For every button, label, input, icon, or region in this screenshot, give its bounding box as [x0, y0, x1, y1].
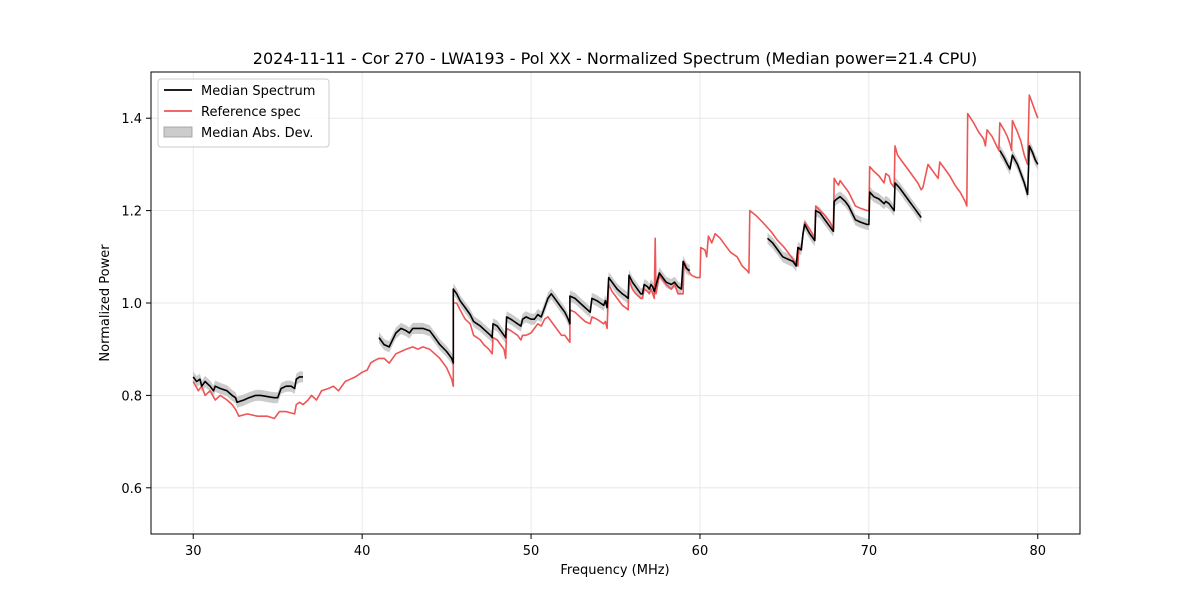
- median-spectrum-line: [766, 182, 922, 267]
- mad-band: [767, 177, 922, 272]
- y-tick-label: 1.0: [121, 297, 142, 312]
- median-spectrum-line: [192, 376, 303, 404]
- x-tick-label: 50: [523, 544, 540, 559]
- y-tick-label: 0.8: [121, 389, 142, 404]
- x-tick-label: 60: [692, 544, 709, 559]
- x-tick-label: 30: [185, 544, 202, 559]
- legend-mad-swatch: [163, 126, 193, 138]
- mad-band: [379, 255, 690, 369]
- reference-spec-line: [192, 94, 1039, 420]
- x-axis: 30 40 50 60 70 80: [185, 534, 1046, 559]
- legend-box: [157, 78, 330, 148]
- y-tick-label: 1.4: [121, 112, 142, 127]
- median-spectrum-line: [378, 260, 691, 364]
- y-axis: 0.6 0.8 1.0 1.2 1.4: [121, 112, 151, 497]
- mad-band: [193, 371, 303, 408]
- y-tick-label: 1.2: [121, 205, 142, 220]
- y-axis-label: Normalized Power: [98, 244, 113, 362]
- x-tick-label: 40: [354, 544, 371, 559]
- x-tick-label: 70: [861, 544, 878, 559]
- grid: [151, 72, 1080, 534]
- median-spectrum-line: [999, 145, 1039, 196]
- legend: Median Spectrum Reference spec Median Ab…: [157, 78, 330, 148]
- x-tick-label: 80: [1029, 544, 1046, 559]
- chart-title: 2024-11-11 - Cor 270 - LWA193 - Pol XX -…: [253, 49, 977, 68]
- legend-reference-label: Reference spec: [201, 105, 301, 120]
- legend-mad-label: Median Abs. Dev.: [201, 126, 313, 141]
- legend-median-label: Median Spectrum: [201, 84, 315, 99]
- y-tick-label: 0.6: [121, 482, 142, 497]
- series-layer: [192, 94, 1039, 420]
- x-axis-label: Frequency (MHz): [560, 563, 669, 578]
